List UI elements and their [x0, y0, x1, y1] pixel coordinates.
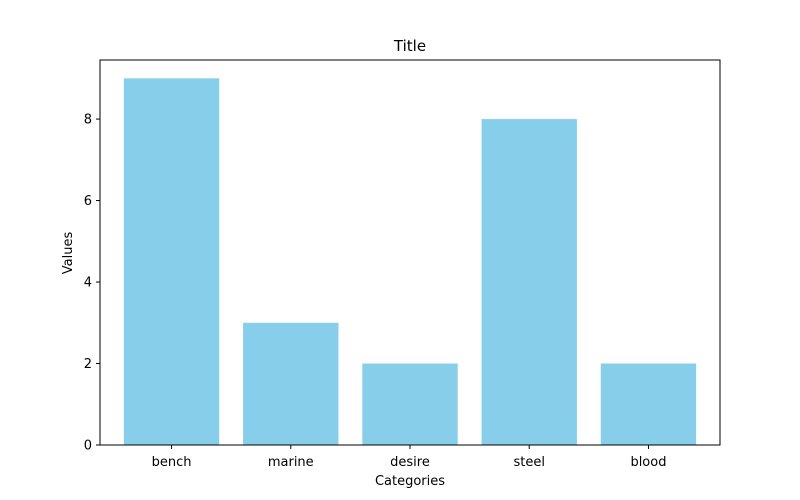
bar-marine [243, 322, 339, 445]
bar-steel [481, 119, 577, 446]
x-tick-label: steel [513, 455, 544, 470]
y-axis-title: Values [61, 232, 76, 275]
bar-desire [362, 363, 458, 445]
y-tick-label: 6 [84, 194, 92, 209]
x-tick-label: bench [152, 455, 192, 470]
bar-blood [600, 363, 697, 445]
y-tick-label: 8 [84, 113, 92, 128]
x-tick-label: marine [268, 455, 314, 470]
y-tick-label: 0 [84, 439, 92, 454]
y-tick-label: 2 [84, 357, 92, 372]
bar-bench [123, 78, 220, 445]
y-tick-label: 4 [84, 276, 92, 291]
x-tick-label: desire [390, 455, 430, 470]
x-axis-ticks: bench marine desire steel blood [152, 445, 666, 470]
plot-area-frame [99, 59, 721, 446]
x-tick-label: blood [630, 455, 666, 470]
y-axis-ticks: 0 2 4 6 8 [84, 113, 100, 454]
bars-group [123, 78, 697, 446]
x-axis-title: Categories [375, 474, 445, 489]
chart-title: Title [393, 37, 426, 55]
